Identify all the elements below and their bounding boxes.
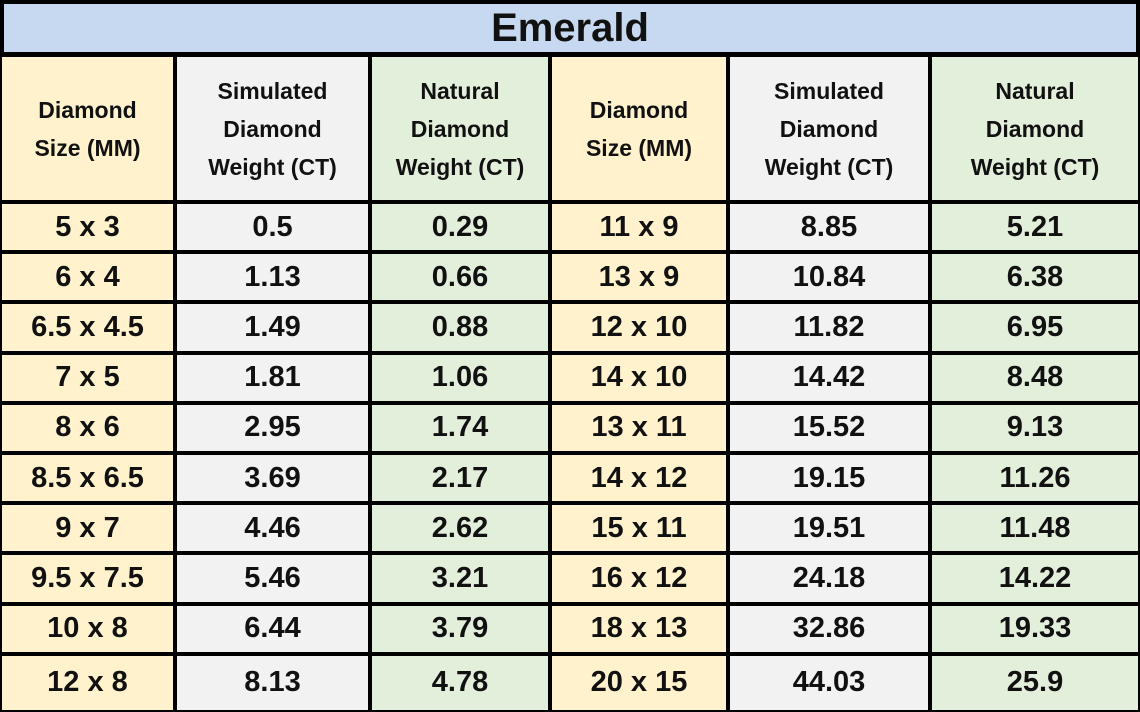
table-cell: 16 x 12: [552, 555, 726, 602]
table-cell: 32.86: [730, 605, 928, 652]
table-cell: 3.21: [372, 555, 548, 602]
table-cell: 1.49: [177, 304, 368, 351]
header-line: Simulated: [774, 77, 884, 104]
header-line: Diamond: [410, 115, 510, 142]
header-line: Weight (CT): [208, 153, 337, 180]
table-cell: 9.5 x 7.5: [2, 555, 173, 602]
table-cell: 2.62: [372, 505, 548, 552]
table-cell: 0.29: [372, 204, 548, 251]
table-cell: 5.46: [177, 555, 368, 602]
table-cell: 10.84: [730, 254, 928, 301]
table-cell: 10 x 8: [2, 605, 173, 652]
table-cell: 9.13: [932, 404, 1138, 451]
table-cell: 3.69: [177, 455, 368, 502]
header-cell: Diamond Size (MM): [552, 57, 726, 200]
header-cell: Natural Diamond Weight (CT): [932, 57, 1138, 200]
table-cell: 13 x 11: [552, 404, 726, 451]
table-cell: 14.42: [730, 354, 928, 401]
table-cell: 6.44: [177, 605, 368, 652]
table-cell: 14 x 10: [552, 354, 726, 401]
table-cell: 5.21: [932, 204, 1138, 251]
header-line: Diamond: [223, 115, 322, 142]
table-cell: 11.82: [730, 304, 928, 351]
table-cell: 19.33: [932, 605, 1138, 652]
table-cell: 14.22: [932, 555, 1138, 602]
table-cell: 11.48: [932, 505, 1138, 552]
table-cell: 20 x 15: [552, 655, 726, 710]
header-line: Simulated: [217, 77, 328, 104]
header-line: Size (MM): [34, 134, 141, 161]
table-cell: 8.5 x 6.5: [2, 455, 173, 502]
table-cell: 6.5 x 4.5: [2, 304, 173, 351]
table-cell: 0.66: [372, 254, 548, 301]
table-cell: 15.52: [730, 404, 928, 451]
table-cell: 8 x 6: [2, 404, 173, 451]
header-cell: Simulated Diamond Weight (CT): [730, 57, 928, 200]
table-cell: 1.13: [177, 254, 368, 301]
header-line: Natural: [995, 77, 1075, 104]
header-line: Diamond: [779, 115, 879, 142]
table-cell: 25.9: [932, 655, 1138, 710]
header-line: Natural: [420, 77, 500, 104]
table-cell: 8.13: [177, 655, 368, 710]
table-cell: 8.85: [730, 204, 928, 251]
table-cell: 1.74: [372, 404, 548, 451]
table-cell: 11.26: [932, 455, 1138, 502]
table-cell: 24.18: [730, 555, 928, 602]
header-line: Weight (CT): [395, 153, 525, 180]
table-cell: 1.81: [177, 354, 368, 401]
header-cell: Natural Diamond Weight (CT): [372, 57, 548, 200]
table-cell: 18 x 13: [552, 605, 726, 652]
table-cell: 9 x 7: [2, 505, 173, 552]
table-cell: 5 x 3: [2, 204, 173, 251]
header-cell: Simulated Diamond Weight (CT): [177, 57, 368, 200]
header-line: Weight (CT): [970, 153, 1100, 180]
header-line: Diamond: [985, 115, 1085, 142]
table-cell: 6 x 4: [2, 254, 173, 301]
table-cell: 0.88: [372, 304, 548, 351]
header-line: Weight (CT): [764, 153, 894, 180]
table-cell: 2.17: [372, 455, 548, 502]
header-cell: Diamond Size (MM): [2, 57, 173, 200]
table-cell: 19.51: [730, 505, 928, 552]
header-line: Diamond: [589, 96, 689, 123]
table-cell: 11 x 9: [552, 204, 726, 251]
table-cell: 44.03: [730, 655, 928, 710]
header-line: Diamond: [38, 96, 137, 123]
table-cell: 12 x 10: [552, 304, 726, 351]
table-cell: 4.46: [177, 505, 368, 552]
chart-title: Emerald: [4, 4, 1136, 52]
table-cell: 4.78: [372, 655, 548, 710]
header-line: Size (MM): [585, 134, 693, 161]
table-cell: 15 x 11: [552, 505, 726, 552]
table-cell: 3.79: [372, 605, 548, 652]
table-cell: 12 x 8: [2, 655, 173, 710]
table-cell: 19.15: [730, 455, 928, 502]
table-cell: 6.38: [932, 254, 1138, 301]
table-cell: 13 x 9: [552, 254, 726, 301]
table-cell: 0.5: [177, 204, 368, 251]
table-cell: 7 x 5: [2, 354, 173, 401]
table-cell: 14 x 12: [552, 455, 726, 502]
table-cell: 6.95: [932, 304, 1138, 351]
table-cell: 2.95: [177, 404, 368, 451]
table-cell: 8.48: [932, 354, 1138, 401]
table-cell: 1.06: [372, 354, 548, 401]
